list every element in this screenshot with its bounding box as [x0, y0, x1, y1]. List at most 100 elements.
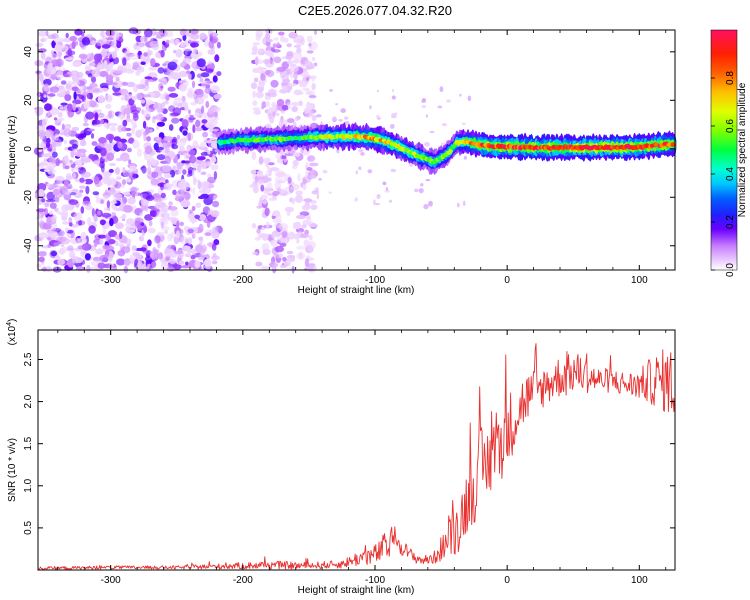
noise-speckle [291, 65, 299, 73]
noise-speckle [108, 111, 113, 119]
noise-speckle [191, 205, 196, 212]
noise-speckle [162, 40, 166, 46]
noise-speckle [198, 236, 204, 241]
noise-speckle [168, 93, 179, 98]
snr-y-axis: 0.5 1.0 1.5 2.0 2.5 [23, 352, 675, 535]
noise-speckle [255, 175, 259, 183]
noise-speckle [340, 108, 347, 113]
noise-speckle [65, 83, 72, 90]
noise-speckle [115, 222, 124, 230]
noise-speckle [287, 59, 294, 65]
noise-speckle [48, 184, 59, 189]
noise-speckle [252, 100, 258, 107]
noise-speckle [42, 153, 52, 158]
noise-speckle [113, 80, 123, 88]
noise-speckle [308, 244, 313, 252]
noise-speckle [89, 266, 100, 271]
noise-speckle [126, 147, 132, 153]
noise-speckle [105, 249, 110, 255]
noise-speckle [187, 92, 197, 99]
noise-speckle [93, 160, 100, 165]
noise-speckle [154, 211, 165, 218]
noise-speckle [44, 207, 48, 216]
noise-speckle [192, 124, 196, 134]
noise-speckle [141, 94, 151, 98]
noise-speckle [67, 233, 72, 238]
noise-speckle [205, 121, 210, 129]
noise-speckle [252, 251, 259, 255]
noise-speckle [145, 103, 150, 111]
noise-speckle [111, 50, 118, 59]
noise-speckle [87, 73, 93, 78]
noise-speckle [162, 165, 171, 173]
noise-speckle [141, 165, 147, 174]
noise-speckle [92, 119, 101, 125]
noise-speckle [257, 178, 264, 186]
noise-speckle [50, 73, 58, 80]
colorbar-label: Normalized spectral amplitude [737, 82, 748, 217]
noise-speckle [94, 112, 99, 121]
noise-speckle [295, 38, 304, 46]
noise-speckle [425, 114, 428, 118]
noise-speckle [47, 110, 51, 117]
noise-speckle [172, 100, 178, 107]
noise-speckle [123, 258, 131, 266]
noise-speckle [80, 206, 85, 214]
noise-speckle [67, 245, 74, 251]
noise-speckle [156, 154, 166, 161]
noise-speckle [56, 119, 63, 124]
noise-speckle [52, 188, 60, 196]
noise-speckle [142, 120, 147, 129]
noise-speckle [276, 187, 282, 192]
noise-speckle [109, 58, 114, 63]
noise-speckle [107, 239, 116, 245]
noise-speckle [279, 264, 287, 269]
noise-speckle [305, 216, 312, 222]
noise-speckle [210, 32, 219, 37]
noise-speckle [184, 50, 188, 56]
x-tick-label: -200 [233, 275, 253, 286]
noise-speckle [97, 95, 106, 104]
noise-speckle [170, 209, 179, 217]
noise-speckle [276, 171, 287, 178]
noise-speckle [254, 56, 259, 66]
noise-speckle [111, 178, 117, 186]
noise-speckle [373, 199, 376, 206]
noise-speckle [144, 76, 153, 80]
noise-speckle [385, 187, 389, 191]
noise-speckle [276, 42, 280, 47]
noise-speckle [181, 160, 186, 164]
noise-speckle [160, 50, 165, 58]
noise-speckle [306, 35, 313, 43]
noise-speckle [298, 80, 308, 88]
x-tick-label: 0 [504, 575, 510, 586]
noise-speckle [177, 181, 187, 190]
noise-speckle [38, 73, 44, 82]
noise-speckle [205, 68, 214, 73]
noise-speckle [328, 191, 332, 194]
noise-speckle [296, 214, 306, 220]
noise-speckle [206, 64, 213, 69]
noise-speckle [130, 186, 137, 195]
noise-speckle [267, 112, 273, 120]
noise-speckle [64, 94, 72, 102]
noise-speckle [335, 103, 339, 106]
noise-speckle [125, 229, 136, 233]
noise-speckle [90, 40, 98, 45]
noise-speckle [187, 237, 193, 246]
noise-speckle [180, 187, 185, 197]
noise-speckle [268, 261, 278, 268]
noise-speckle [153, 31, 163, 36]
noise-speckle [115, 77, 120, 81]
noise-speckle [52, 151, 58, 158]
noise-speckle [182, 34, 187, 41]
noise-speckle [257, 65, 263, 74]
noise-speckle [129, 53, 139, 60]
noise-speckle [72, 102, 77, 111]
noise-speckle [203, 39, 210, 47]
noise-speckle [376, 193, 381, 200]
noise-speckle [82, 200, 92, 206]
noise-speckle [36, 263, 42, 269]
noise-speckle [212, 117, 220, 121]
